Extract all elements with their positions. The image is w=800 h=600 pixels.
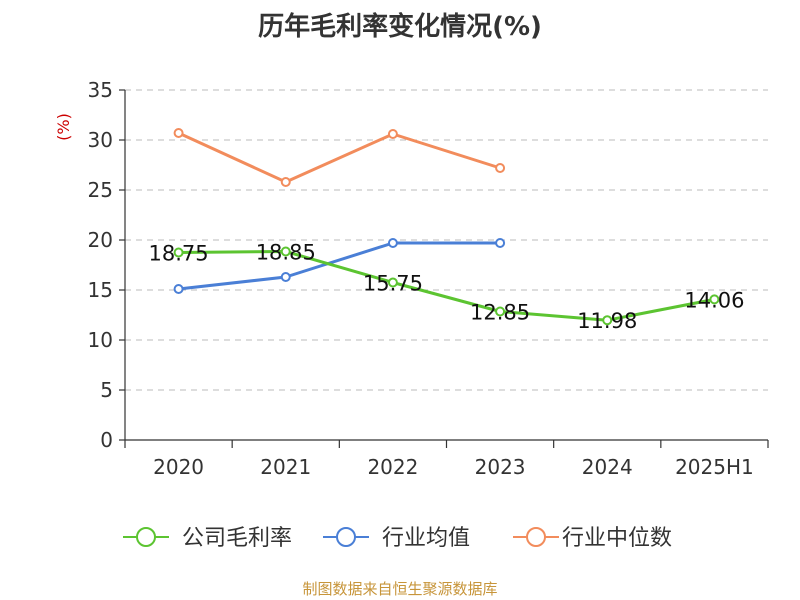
y-tick-label: 5 — [100, 378, 113, 402]
data-label: 14.06 — [684, 288, 744, 312]
data-point — [602, 315, 613, 326]
data-point — [709, 294, 720, 305]
y-tick-label: 0 — [100, 428, 113, 452]
x-tick-label: 2025H1 — [675, 455, 754, 479]
data-point — [280, 272, 291, 282]
y-tick-label: 10 — [88, 328, 113, 352]
chart-title: 历年毛利率变化情况(%) — [258, 12, 542, 42]
legend-marker — [136, 527, 156, 547]
legend-marker — [336, 527, 356, 547]
x-tick-label: 2023 — [475, 455, 526, 479]
data-point — [495, 306, 506, 317]
data-point — [173, 247, 184, 258]
x-tick-label: 2021 — [260, 455, 311, 479]
series-line-1 — [178, 241, 501, 291]
data-point — [280, 177, 291, 187]
data-point — [387, 238, 398, 248]
legend-label: 公司毛利率 — [182, 526, 292, 551]
data-label: 12.85 — [470, 301, 530, 325]
data-point — [280, 246, 291, 257]
data-label: 15.75 — [363, 272, 423, 296]
legend-label: 行业均值 — [382, 526, 470, 551]
data-point — [387, 129, 398, 139]
y-tick-label: 25 — [88, 178, 113, 202]
data-point — [173, 284, 184, 294]
x-tick-label: 2020 — [153, 455, 204, 479]
series-line-0 — [178, 250, 715, 322]
x-tick-label: 2024 — [582, 455, 633, 479]
data-label: 18.85 — [256, 241, 316, 265]
data-label: 11.98 — [577, 309, 637, 333]
legend-label: 行业中位数 — [562, 526, 672, 551]
y-axis-label: (%) — [54, 113, 73, 141]
legend-marker — [526, 527, 546, 547]
y-tick-label: 35 — [88, 78, 113, 102]
data-point — [495, 238, 506, 248]
y-tick-label: 30 — [88, 128, 113, 152]
source-footer: 制图数据来自恒生聚源数据库 — [302, 580, 498, 598]
y-tick-label: 20 — [88, 228, 113, 252]
x-tick-label: 2022 — [367, 455, 418, 479]
series-line-2 — [177, 131, 501, 184]
y-tick-label: 15 — [88, 278, 113, 302]
data-label: 18.75 — [149, 242, 209, 266]
data-point — [495, 163, 506, 173]
data-point — [173, 128, 184, 138]
data-point — [387, 277, 398, 288]
